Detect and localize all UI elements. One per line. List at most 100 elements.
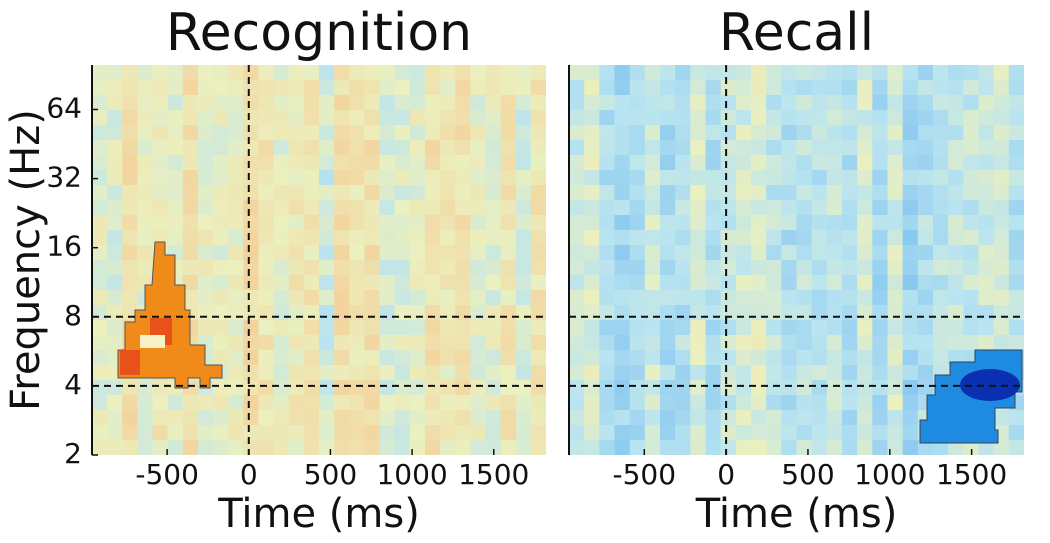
heatmap-cell: [92, 335, 108, 351]
heatmap-cell: [122, 140, 138, 156]
heatmap-cell: [796, 110, 813, 126]
heatmap-cell: [364, 140, 381, 156]
heatmap-cell: [515, 305, 532, 321]
heatmap-cell: [887, 215, 904, 231]
heatmap-cell: [258, 80, 275, 96]
heatmap-cell: [409, 65, 426, 81]
heatmap-cell: [766, 140, 782, 156]
heatmap-cell: [137, 215, 154, 231]
y-tick-label: 16: [46, 230, 82, 263]
heatmap-cell: [751, 200, 767, 216]
heatmap-cell: [197, 65, 214, 81]
heatmap-cell: [273, 425, 290, 441]
heatmap-cell: [842, 260, 858, 276]
heatmap-cell: [978, 185, 995, 201]
heatmap-cell: [948, 185, 964, 201]
heatmap-cell: [424, 80, 441, 96]
heatmap-cell: [303, 260, 320, 276]
heatmap-cell: [500, 320, 517, 336]
heatmap-cell: [933, 305, 949, 321]
heatmap-cell: [948, 215, 964, 231]
heatmap-cell: [440, 350, 456, 366]
heatmap-cell: [137, 155, 154, 171]
heatmap-cell: [720, 245, 737, 261]
heatmap-cell: [584, 200, 600, 216]
heatmap-cell: [993, 185, 1010, 201]
heatmap-cell: [735, 215, 752, 231]
heatmap-cell: [766, 65, 782, 81]
heatmap-cell: [599, 350, 616, 366]
heatmap-cell: [258, 230, 275, 246]
heatmap-cell: [92, 185, 108, 201]
heatmap-cell: [319, 140, 335, 156]
heatmap-cell: [644, 125, 661, 141]
heatmap-cell: [720, 380, 737, 396]
heatmap-cell: [137, 110, 154, 126]
heatmap-cell: [872, 245, 889, 261]
heatmap-cell: [902, 425, 919, 441]
heatmap-cell: [288, 290, 305, 306]
heatmap-cell: [213, 275, 229, 291]
heatmap-cell: [675, 65, 691, 81]
heatmap-cell: [258, 365, 275, 381]
heatmap-cell: [197, 155, 214, 171]
heatmap-cell: [379, 230, 396, 246]
heatmap-cell: [690, 230, 707, 246]
heatmap-cell: [500, 305, 517, 321]
heatmap-cell: [122, 290, 138, 306]
x-tick-label: 1000: [854, 458, 925, 491]
heatmap-cell: [515, 350, 532, 366]
heatmap-cell: [948, 65, 964, 81]
heatmap-cell: [273, 80, 290, 96]
heatmap-cell: [258, 425, 275, 441]
heatmap-cell: [273, 140, 290, 156]
heatmap-cell: [766, 260, 782, 276]
heatmap-cell: [349, 275, 365, 291]
heatmap-cell: [842, 65, 858, 81]
heatmap-cell: [735, 365, 752, 381]
heatmap-cell: [675, 125, 691, 141]
heatmap-cell: [735, 95, 752, 111]
heatmap-cell: [485, 320, 502, 336]
heatmap-cell: [258, 200, 275, 216]
heatmap-cell: [530, 200, 546, 216]
heatmap-cell: [690, 110, 707, 126]
heatmap-cell: [978, 260, 995, 276]
heatmap-cell: [364, 290, 381, 306]
heatmap-cell: [288, 155, 305, 171]
heatmap-cell: [735, 125, 752, 141]
heatmap-cell: [569, 200, 585, 216]
heatmap-cell: [288, 215, 305, 231]
heatmap-cell: [811, 440, 828, 455]
heatmap-cell: [530, 395, 546, 411]
heatmap-cell: [948, 440, 964, 455]
heatmap-cell: [963, 155, 980, 171]
heatmap-cell: [660, 230, 676, 246]
heatmap-cell: [902, 80, 919, 96]
heatmap-cell: [364, 80, 381, 96]
heatmap-cell: [705, 200, 722, 216]
heatmap-cell: [675, 410, 691, 426]
heatmap-cell: [599, 185, 616, 201]
heatmap-cell: [629, 335, 646, 351]
heatmap-cell: [948, 170, 964, 186]
heatmap-cell: [963, 320, 980, 336]
heatmap-cell: [842, 155, 858, 171]
heatmap-cell: [690, 260, 707, 276]
heatmap-cell: [705, 110, 722, 126]
heatmap-cell: [660, 410, 676, 426]
heatmap-cell: [872, 335, 889, 351]
heatmap-cell: [933, 185, 949, 201]
heatmap-cell: [349, 290, 365, 306]
heatmap-cell: [243, 275, 260, 291]
heatmap-cell: [599, 245, 616, 261]
heatmap-cell: [705, 140, 722, 156]
heatmap-cell: [334, 440, 350, 455]
heatmap-cell: [92, 215, 108, 231]
heatmap-cell: [424, 335, 441, 351]
heatmap-cell: [887, 410, 904, 426]
heatmap-cell: [455, 215, 471, 231]
heatmap-cell: [364, 425, 381, 441]
heatmap-cell: [842, 140, 858, 156]
heatmap-cell: [258, 110, 275, 126]
